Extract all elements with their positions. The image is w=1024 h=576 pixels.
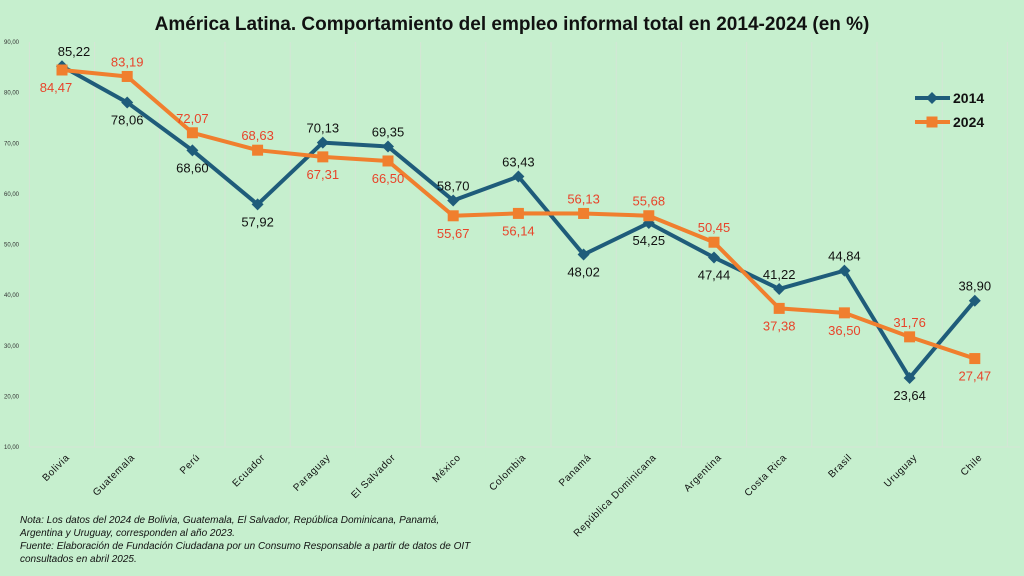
x-tick-label: Uruguay — [882, 452, 919, 489]
marker-2014 — [512, 170, 525, 183]
marker-2024 — [512, 207, 524, 219]
data-label-2014: 58,70 — [437, 178, 470, 193]
marker-2014 — [316, 136, 329, 149]
data-label-2014: 44,84 — [828, 249, 861, 264]
y-tick-label: 60,00 — [4, 192, 20, 198]
footnote: Nota: Los datos del 2024 de Bolivia, Gua… — [20, 514, 540, 566]
marker-2024 — [904, 331, 916, 343]
data-label-2014: 57,92 — [241, 214, 274, 229]
data-label-2024: 55,68 — [633, 194, 666, 209]
data-label-2024: 67,31 — [307, 167, 340, 182]
marker-2024 — [773, 302, 785, 314]
data-label-2024: 56,13 — [567, 191, 600, 206]
x-tick-label: Costa Rica — [743, 452, 790, 499]
y-tick-label: 70,00 — [4, 141, 20, 147]
marker-2014 — [121, 96, 134, 109]
x-tick-label: Chile — [959, 452, 985, 478]
x-tick-label: Bolivia — [41, 452, 73, 484]
data-label-2014: 70,13 — [307, 121, 340, 136]
marker-2024 — [252, 144, 264, 156]
y-tick-label: 40,00 — [4, 293, 20, 299]
legend-label-2014: 2014 — [953, 90, 984, 106]
y-tick-label: 80,00 — [4, 91, 20, 97]
x-tick-label: México — [431, 452, 464, 485]
marker-2024 — [578, 207, 590, 219]
y-tick-label: 20,00 — [4, 394, 20, 400]
source-line-2: consultados en abril 2025. — [20, 554, 137, 565]
data-label-2024: 72,07 — [176, 111, 209, 126]
data-label-2014: 38,90 — [959, 279, 992, 294]
legend-marker-2014 — [926, 92, 938, 104]
marker-2024 — [56, 64, 68, 76]
data-label-2024: 36,50 — [828, 323, 861, 338]
data-label-2024: 83,19 — [111, 54, 144, 69]
data-label-2014: 69,35 — [372, 125, 405, 140]
data-label-2024: 37,38 — [763, 318, 796, 333]
data-label-2024: 84,47 — [40, 80, 73, 95]
marker-2014 — [251, 198, 264, 211]
y-tick-label: 10,00 — [4, 445, 20, 451]
data-label-2024: 55,67 — [437, 226, 470, 241]
x-tick-label: Ecuador — [231, 452, 268, 489]
note-line-1: Nota: Los datos del 2024 de Bolivia, Gua… — [20, 515, 440, 526]
marker-2014 — [447, 194, 460, 207]
marker-2014 — [708, 251, 720, 264]
y-tick-label: 90,00 — [4, 40, 20, 46]
x-tick-label: Paraguay — [291, 452, 332, 493]
x-tick-label: Panamá — [557, 452, 594, 489]
marker-2024 — [969, 353, 981, 365]
marker-2024 — [643, 210, 655, 222]
marker-2024 — [838, 307, 850, 319]
data-label-2014: 78,06 — [111, 112, 144, 127]
data-label-2014: 23,64 — [893, 388, 926, 403]
chart-title: América Latina. Comportamiento del emple… — [155, 14, 870, 35]
marker-2014 — [773, 282, 786, 295]
y-axis: 90,00 80,00 70,00 60,00 50,00 40,00 30,00 20,00… — [4, 40, 20, 451]
data-label-2024: 56,14 — [502, 223, 535, 238]
marker-2014 — [968, 294, 981, 307]
data-label-2024: 68,63 — [241, 128, 274, 143]
source-line-1: Fuente: Elaboración de Fundación Ciudada… — [20, 541, 471, 552]
legend-label-2024: 2024 — [953, 114, 984, 130]
marker-2014 — [903, 371, 916, 384]
data-label-2024: 27,47 — [959, 369, 992, 384]
marker-2014 — [382, 140, 394, 153]
data-label-2024: 50,45 — [698, 220, 731, 235]
marker-2014 — [838, 264, 851, 277]
data-label-2014: 85,22 — [58, 44, 91, 59]
marker-2024 — [447, 210, 459, 222]
marker-2014 — [186, 144, 199, 157]
data-label-2014: 47,44 — [698, 267, 731, 282]
data-label-2024: 66,50 — [372, 171, 405, 186]
x-tick-label: Colombia — [487, 452, 528, 493]
x-tick-label: Perú — [178, 452, 202, 476]
x-tick-label: El Salvador — [350, 452, 399, 501]
vertical-gridlines — [28, 42, 1008, 447]
x-tick-label: Argentina — [682, 452, 724, 494]
data-label-2024: 31,76 — [893, 315, 926, 330]
marker-2024 — [121, 70, 133, 82]
series-lines — [56, 60, 981, 384]
data-label-2014: 41,22 — [763, 267, 796, 282]
y-tick-label: 30,00 — [4, 344, 20, 350]
legend: 2014 2024 — [915, 90, 984, 130]
y-tick-label: 50,00 — [4, 243, 20, 249]
marker-2014 — [577, 248, 590, 261]
legend-marker-2024 — [926, 116, 938, 128]
note-line-2: Argentina y Uruguay, corresponden al año… — [20, 528, 235, 539]
data-label-2014: 54,25 — [633, 233, 666, 248]
data-labels: 85,22 78,06 68,60 57,92 70,13 69,35 58,70 63,43… — [40, 44, 991, 403]
data-label-2014: 48,02 — [567, 265, 600, 280]
marker-2024 — [708, 236, 720, 248]
x-tick-label: Brasil — [827, 452, 855, 480]
marker-2024 — [317, 151, 329, 163]
x-tick-label: Guatemala — [91, 452, 137, 498]
data-label-2014: 63,43 — [502, 155, 535, 170]
marker-2024 — [186, 127, 198, 139]
data-label-2014: 68,60 — [176, 160, 209, 175]
marker-2024 — [382, 155, 394, 167]
